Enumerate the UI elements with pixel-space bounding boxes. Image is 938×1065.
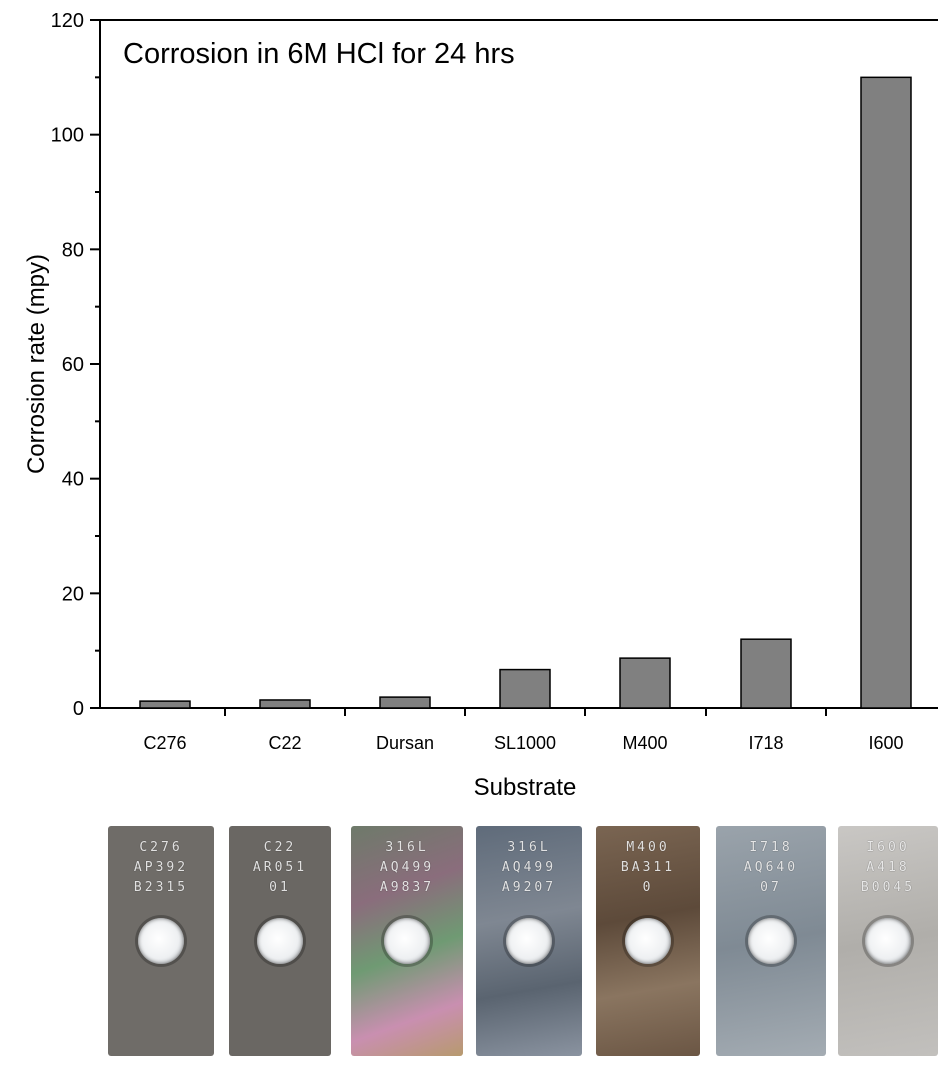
coupon-photo-dursan: 316L AQ499 A9837 [351, 826, 463, 1056]
y-tick-label: 80 [62, 239, 84, 261]
bar-dursan [379, 696, 431, 709]
bar-chart: 0 20 40 60 80 100 120 C276 C22 Dursan SL1000 M400 I7… [23, 10, 938, 801]
coupon-stamp-text: AQ640 [743, 860, 799, 875]
coupon-stamp-text: B2315 [133, 880, 189, 895]
y-tick-label: 60 [62, 354, 84, 376]
coupon-stamp-text: 316L [385, 840, 429, 855]
x-tick-label: I718 [748, 733, 783, 753]
coupon-photo-i600: I600 A418 B0045 [838, 826, 938, 1056]
coupon-stamp-text: A9837 [379, 880, 435, 895]
y-tick-label: 0 [73, 698, 84, 720]
coupon-stamp-text: A418 [866, 860, 910, 875]
coupon-stamp-text: A9207 [501, 880, 557, 895]
coupon-stamp-text: 01 [269, 880, 291, 895]
coupon-stamp-text: 316L [507, 840, 551, 855]
coupon-stamp-text: 0 [642, 880, 654, 895]
coupon-stamp-text: 07 [760, 880, 782, 895]
bar-i718 [740, 638, 792, 709]
bar-c22 [259, 699, 311, 709]
coupon-hole [138, 918, 184, 964]
x-tick-label: SL1000 [494, 733, 556, 753]
chart-title: Corrosion in 6M HCl for 24 hrs [123, 38, 515, 70]
coupon-photo-c22: C22 AR051 01 [229, 826, 331, 1056]
coupon-photo-sl1000: 316L AQ499 A9207 [476, 826, 582, 1056]
coupon-stamp-text: I600 [866, 840, 910, 855]
coupon-stamp-text: C276 [139, 840, 183, 855]
coupon-stamp-text: I718 [749, 840, 793, 855]
x-tick-label: Dursan [376, 733, 434, 753]
coupon-stamp-text: BA311 [620, 860, 676, 875]
coupon-photo-strip: C276 AP392 B2315 C22 AR051 01 316L AQ499 A9837 31… [0, 826, 938, 1065]
coupon-photo-i718: I718 AQ640 07 [716, 826, 826, 1056]
bar-m400 [619, 657, 671, 709]
coupon-stamp-text: AR051 [252, 860, 308, 875]
x-tick-label: C276 [143, 733, 186, 753]
x-tick-label: I600 [868, 733, 903, 753]
coupon-stamp-text: AQ499 [379, 860, 435, 875]
coupon-hole [625, 918, 671, 964]
coupon-photo-m400: M400 BA311 0 [596, 826, 700, 1056]
y-tick-label: 120 [51, 10, 84, 32]
coupon-hole [384, 918, 430, 964]
coupon-photo-c276: C276 AP392 B2315 [108, 826, 214, 1056]
coupon-stamp-text: M400 [626, 840, 670, 855]
bar-i600 [860, 76, 912, 709]
coupon-hole [506, 918, 552, 964]
y-axis-title: Corrosion rate (mpy) [23, 254, 50, 474]
coupon-hole [257, 918, 303, 964]
bar-sl1000 [499, 668, 551, 709]
coupon-stamp-text: AQ499 [501, 860, 557, 875]
x-tick-label: M400 [622, 733, 667, 753]
coupon-hole [865, 918, 911, 964]
coupon-stamp-text: AP392 [133, 860, 189, 875]
coupon-stamp-text: C22 [263, 840, 297, 855]
coupon-hole [748, 918, 794, 964]
x-tick-label: C22 [268, 733, 301, 753]
bar-c276 [139, 700, 191, 709]
y-tick-label: 20 [62, 583, 84, 605]
y-tick-label: 40 [62, 469, 84, 491]
x-axis-title: Substrate [474, 774, 577, 801]
y-tick-label: 100 [51, 125, 84, 147]
coupon-stamp-text: B0045 [860, 880, 916, 895]
